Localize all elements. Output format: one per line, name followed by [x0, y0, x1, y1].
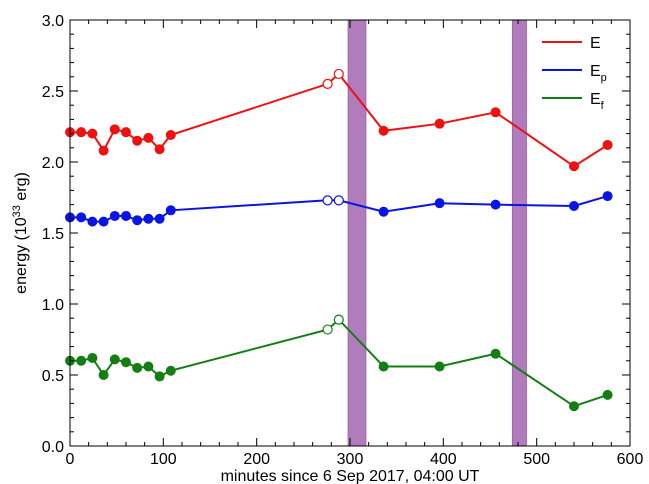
data-point-hollow — [322, 324, 333, 335]
data-point — [132, 362, 143, 373]
data-point — [378, 361, 389, 372]
shaded-band-0 — [347, 19, 367, 447]
legend-label-1: Ep — [590, 63, 607, 84]
data-point — [434, 118, 445, 129]
y-axis-label-sup: 33 — [11, 205, 23, 217]
data-point — [434, 361, 445, 372]
data-point — [143, 361, 154, 372]
data-point — [569, 161, 579, 172]
series-line-0 — [70, 72, 609, 168]
y-tick-label: 1.0 — [42, 297, 64, 314]
series-1 — [65, 191, 613, 227]
y-tick-label: 1.5 — [42, 226, 64, 243]
legend-label-0: E — [590, 35, 601, 52]
data-point — [165, 365, 176, 376]
data-point — [76, 355, 87, 366]
data-point — [87, 216, 98, 227]
y-tick-label: 2.5 — [42, 84, 64, 101]
data-point-hollow — [333, 68, 344, 80]
data-point-hollow — [322, 195, 333, 206]
data-point — [87, 352, 98, 363]
data-point — [132, 215, 143, 226]
data-point — [98, 145, 109, 156]
data-point-hollow — [333, 195, 344, 206]
x-tick-label: 500 — [523, 451, 550, 468]
data-point — [154, 213, 165, 224]
data-point — [602, 139, 613, 150]
data-point — [98, 216, 109, 227]
data-point — [378, 125, 389, 136]
shaded-bands — [347, 19, 527, 447]
x-axis-label: minutes since 6 Sep 2017, 04:00 UT — [221, 468, 480, 484]
x-tick-label: 0 — [66, 451, 75, 468]
data-point — [143, 132, 154, 143]
data-point — [109, 210, 120, 221]
x-tick-label: 200 — [243, 451, 270, 468]
y-tick-label: 0.5 — [42, 368, 64, 385]
shaded-band-1 — [511, 19, 527, 447]
data-point — [109, 124, 120, 135]
x-tick-label: 600 — [617, 451, 644, 468]
data-point — [98, 370, 109, 380]
y-axis-label: energy (1033 erg) — [11, 172, 30, 294]
data-point — [490, 199, 501, 210]
data-point — [602, 191, 613, 202]
data-point — [143, 213, 154, 224]
y-tick-label: 0.0 — [42, 439, 64, 456]
data-point — [569, 401, 579, 412]
data-point — [132, 135, 143, 146]
y-tick-label: 2.0 — [42, 155, 64, 172]
y-tick-label: 3.0 — [42, 13, 64, 30]
data-point — [490, 107, 501, 118]
series-2 — [65, 314, 613, 412]
data-point — [76, 127, 87, 138]
x-tick-label: 400 — [430, 451, 457, 468]
data-point — [76, 212, 87, 223]
data-point — [121, 357, 131, 368]
legend-label-2: Ef — [590, 91, 605, 112]
data-point-hollow — [322, 78, 333, 90]
axis-ticks: 0 100 200 300 400 500 600 0.0 0.5 1.0 1.5 2.0 2.5 3.0 — [42, 13, 644, 468]
data-point — [378, 206, 389, 217]
data-point-hollow — [333, 314, 344, 325]
data-point — [165, 130, 176, 141]
data-point — [121, 127, 131, 138]
data-point — [121, 210, 131, 221]
series-layer — [65, 68, 613, 412]
legend: E Ep Ef — [542, 35, 607, 112]
data-point — [490, 348, 501, 359]
data-point — [434, 198, 445, 209]
data-point — [154, 371, 165, 382]
x-tick-label: 100 — [150, 451, 177, 468]
data-point — [602, 389, 613, 400]
y-axis-label-tail: erg) — [13, 172, 30, 205]
x-tick-label: 300 — [337, 451, 364, 468]
data-point — [109, 354, 120, 365]
y-axis-label-main: energy (10 — [13, 217, 30, 294]
data-point — [87, 128, 98, 139]
data-point — [569, 201, 579, 212]
data-point — [165, 205, 176, 216]
data-point — [154, 144, 165, 155]
series-0 — [65, 68, 613, 172]
